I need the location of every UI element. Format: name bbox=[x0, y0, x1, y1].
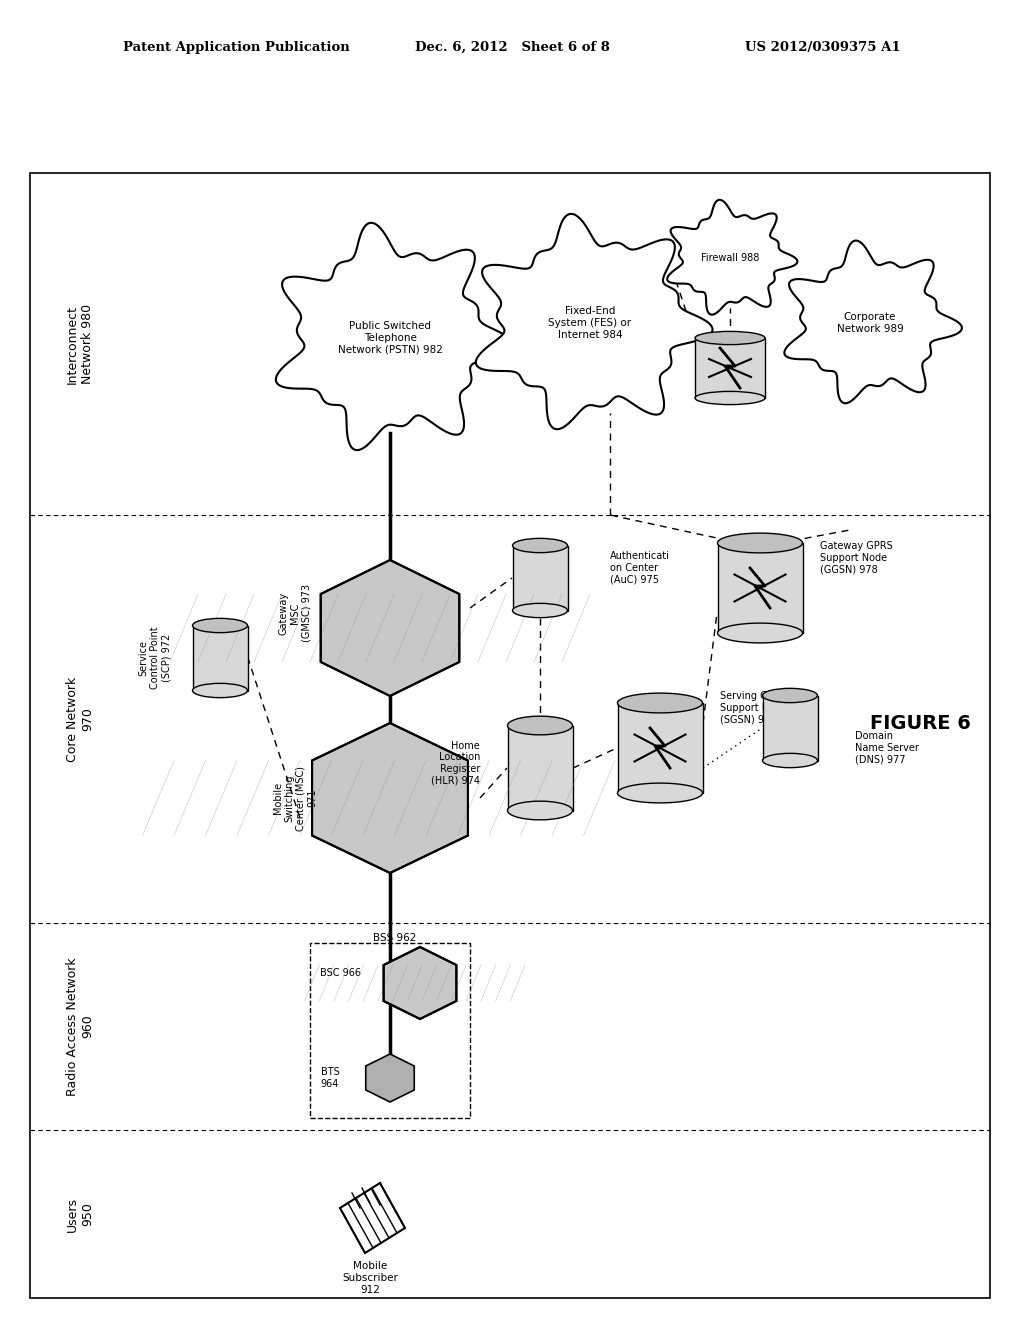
Polygon shape bbox=[784, 240, 962, 404]
Polygon shape bbox=[312, 723, 468, 873]
Text: Corporate
Network 989: Corporate Network 989 bbox=[837, 313, 903, 334]
Polygon shape bbox=[476, 214, 713, 429]
Ellipse shape bbox=[508, 717, 572, 735]
Ellipse shape bbox=[193, 684, 248, 698]
Ellipse shape bbox=[763, 688, 817, 702]
Text: Patent Application Publication: Patent Application Publication bbox=[123, 41, 349, 54]
Bar bbox=[763, 696, 817, 760]
Text: Service
Control Point
(SCP) 972: Service Control Point (SCP) 972 bbox=[138, 627, 172, 689]
Text: Fixed-End
System (FES) or
Internet 984: Fixed-End System (FES) or Internet 984 bbox=[549, 306, 632, 339]
Ellipse shape bbox=[508, 801, 572, 820]
Polygon shape bbox=[668, 199, 798, 314]
Text: Mobile
Switching
Center (MSC)
971: Mobile Switching Center (MSC) 971 bbox=[272, 766, 317, 830]
Bar bbox=[718, 543, 803, 634]
Bar bbox=[310, 942, 470, 1118]
Bar bbox=[512, 545, 567, 611]
Polygon shape bbox=[366, 1053, 415, 1102]
Ellipse shape bbox=[617, 693, 702, 713]
Ellipse shape bbox=[718, 623, 803, 643]
Bar bbox=[695, 338, 765, 399]
Text: BSS 962: BSS 962 bbox=[374, 933, 417, 942]
Text: Home
Location
Register
(HLR) 974: Home Location Register (HLR) 974 bbox=[431, 741, 480, 785]
Ellipse shape bbox=[763, 754, 817, 768]
Text: Mobile
Subscriber
912: Mobile Subscriber 912 bbox=[342, 1262, 398, 1295]
Text: Domain
Name Server
(DNS) 977: Domain Name Server (DNS) 977 bbox=[855, 731, 919, 764]
Ellipse shape bbox=[695, 392, 765, 405]
Polygon shape bbox=[321, 560, 460, 696]
Polygon shape bbox=[384, 946, 457, 1019]
Ellipse shape bbox=[718, 533, 803, 553]
Text: Core Network
970: Core Network 970 bbox=[66, 676, 94, 762]
Text: Public Switched
Telephone
Network (PSTN) 982: Public Switched Telephone Network (PSTN)… bbox=[338, 321, 442, 355]
Text: Authenticati
on Center
(AuC) 975: Authenticati on Center (AuC) 975 bbox=[610, 552, 670, 585]
Text: US 2012/0309375 A1: US 2012/0309375 A1 bbox=[745, 41, 901, 54]
Ellipse shape bbox=[512, 539, 567, 553]
Text: Interconnect
Network 980: Interconnect Network 980 bbox=[66, 304, 94, 384]
Text: Serving GPRS
Support Node
(SGSN) 976: Serving GPRS Support Node (SGSN) 976 bbox=[720, 692, 787, 725]
Text: BSC 966: BSC 966 bbox=[319, 968, 360, 978]
Polygon shape bbox=[275, 223, 513, 450]
Bar bbox=[508, 726, 572, 810]
Bar bbox=[617, 704, 702, 793]
Ellipse shape bbox=[512, 603, 567, 618]
Text: Dec. 6, 2012   Sheet 6 of 8: Dec. 6, 2012 Sheet 6 of 8 bbox=[415, 41, 609, 54]
Ellipse shape bbox=[617, 783, 702, 803]
Text: Radio Access Network
960: Radio Access Network 960 bbox=[66, 957, 94, 1096]
Ellipse shape bbox=[193, 618, 248, 632]
Ellipse shape bbox=[695, 331, 765, 345]
Text: Users
950: Users 950 bbox=[66, 1196, 94, 1232]
Text: Gateway GPRS
Support Node
(GGSN) 978: Gateway GPRS Support Node (GGSN) 978 bbox=[820, 541, 893, 574]
Text: Gateway
MSC
(GMSC) 973: Gateway MSC (GMSC) 973 bbox=[279, 583, 311, 642]
Bar bbox=[193, 626, 248, 690]
Text: FIGURE 6: FIGURE 6 bbox=[869, 714, 971, 733]
Text: BTS
964: BTS 964 bbox=[321, 1067, 339, 1089]
Text: Firewall 988: Firewall 988 bbox=[700, 253, 759, 263]
